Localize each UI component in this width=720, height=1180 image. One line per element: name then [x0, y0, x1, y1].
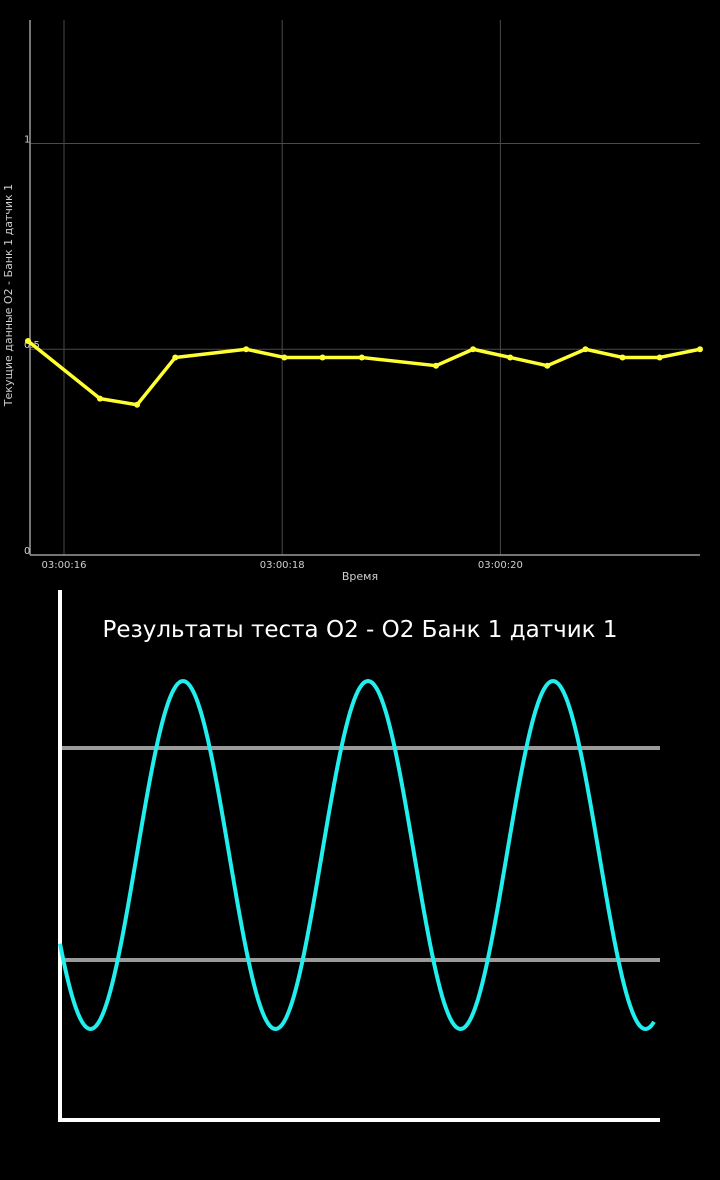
data-point — [582, 346, 589, 353]
data-point — [172, 354, 179, 361]
y-tick-label: 0 — [24, 546, 30, 557]
o2-series-line — [26, 339, 701, 407]
data-point — [470, 346, 477, 353]
data-point — [319, 354, 326, 361]
o2-series-points — [25, 338, 703, 408]
data-point — [134, 401, 141, 408]
x-tick-label: 03:00:18 — [260, 560, 305, 571]
data-point — [281, 354, 288, 361]
data-point — [619, 354, 626, 361]
o2-current-data-chart: 00.51 03:00:16 03:00:18 03:00:20 Время Тек… — [2, 20, 703, 583]
data-point — [507, 354, 514, 361]
x-tick-labels: 03:00:16 03:00:18 03:00:20 — [42, 560, 523, 571]
data-point — [25, 338, 31, 344]
x-tick-label: 03:00:16 — [42, 560, 87, 571]
x-tick-label: 03:00:20 — [478, 560, 523, 571]
data-point — [243, 346, 250, 353]
y-axis-label: Текущие данные O2 - Банк 1 датчик 1 — [2, 184, 15, 407]
data-point — [97, 395, 103, 402]
chart-title: Результаты теста O2 - O2 Банк 1 датчик 1 — [102, 617, 617, 643]
data-point — [358, 354, 365, 361]
data-point — [433, 362, 439, 369]
y-tick-label: 1 — [24, 134, 30, 145]
data-point — [656, 354, 663, 361]
x-axis-label: Время — [342, 570, 378, 583]
o2-sine-wave — [58, 679, 656, 1031]
data-point — [544, 362, 551, 369]
data-point — [697, 346, 703, 353]
